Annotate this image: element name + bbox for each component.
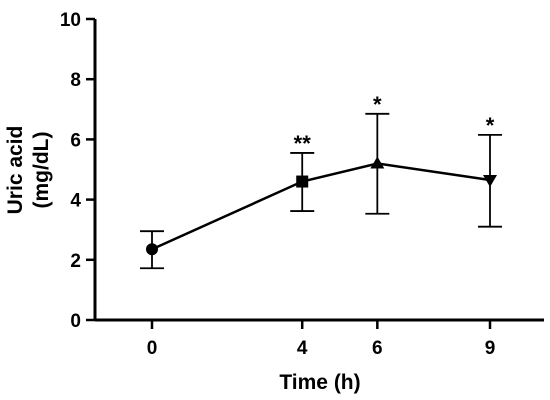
data-point-4 (296, 175, 309, 188)
x-ticks: 0 4 6 9 (147, 320, 496, 359)
x-tick-label-6: 6 (372, 338, 383, 359)
x-axis-title: Time (h) (279, 371, 360, 394)
y-tick-label-8: 8 (70, 70, 81, 91)
x-tick-label-9: 9 (485, 338, 496, 359)
y-tick-label-0: 0 (70, 311, 81, 332)
data-point-0 (146, 243, 158, 256)
y-ticks: 0 2 4 6 8 10 (60, 10, 95, 332)
data-point-9 (483, 175, 497, 188)
y-tick-label-2: 2 (70, 251, 81, 272)
x-tick-label-4: 4 (297, 338, 308, 359)
x-tick-label-0: 0 (147, 338, 158, 359)
series-group: **** (140, 92, 502, 270)
significance-label-9: * (486, 113, 495, 138)
y-axis-title-line-1: Uric acid (4, 126, 27, 215)
y-tick-label-4: 4 (70, 191, 81, 212)
y-tick-label-6: 6 (70, 130, 81, 151)
series-line (151, 162, 491, 251)
significance-label-4: ** (294, 131, 312, 156)
significance-label-6: * (373, 92, 382, 117)
y-tick-label-10: 10 (60, 10, 81, 31)
data-point-6 (370, 156, 385, 169)
y-axis-title-line-2: (mg/dL) (30, 132, 53, 209)
